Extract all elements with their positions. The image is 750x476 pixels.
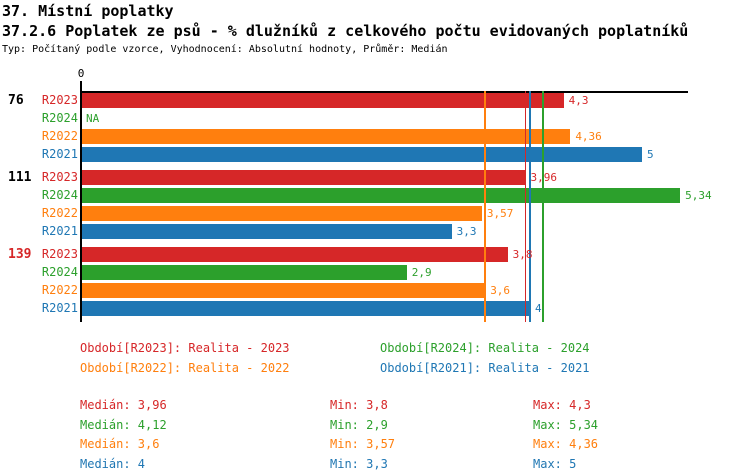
x-axis-line [80, 91, 688, 93]
bar-value-label: 3,96 [530, 170, 558, 184]
bar-value-label: 3,57 [486, 207, 514, 221]
stat-min-R2021: Min: 3,3 [330, 457, 388, 471]
chart-title: 37.2.6 Poplatek ze psů - % dlužníků z ce… [2, 22, 689, 40]
bar-76-R2021 [82, 147, 642, 163]
stat-min-R2022: Min: 3,57 [330, 437, 396, 451]
bar-111-R2021 [82, 224, 452, 240]
median-line-R2022 [484, 91, 486, 322]
bar-111-R2024 [82, 187, 681, 203]
bar-139-R2022 [82, 283, 486, 299]
bar-value-label: 3,6 [490, 284, 511, 298]
stat-max-R2024: Max: 5,34 [533, 418, 599, 432]
report-section-title: 37. Místní poplatky [2, 2, 174, 20]
bar-111-R2023 [82, 169, 526, 185]
bar-76-R2023 [82, 92, 564, 108]
bar-111-R2022 [82, 206, 482, 222]
stat-median-R2021: Medián: 4 [80, 457, 146, 471]
bar-139-R2023 [82, 246, 508, 262]
bar-139-R2021 [82, 301, 530, 317]
bar-series-label-R2021: R2021 [41, 224, 78, 239]
bar-139-R2024 [82, 264, 407, 280]
group-label-111: 111 [8, 169, 32, 185]
bar-value-label: 4,36 [575, 130, 602, 144]
bar-series-label-R2022: R2022 [41, 129, 78, 144]
y-axis-line [80, 91, 82, 322]
median-line-R2023 [524, 91, 527, 322]
bar-series-label-R2022: R2022 [41, 283, 78, 298]
bar-value-label: 3,3 [456, 225, 477, 239]
bar-76-R2022 [82, 129, 571, 145]
bar-series-label-R2022: R2022 [41, 206, 78, 221]
stat-max-R2022: Max: 4,36 [533, 437, 599, 451]
bar-value-label: 5 [647, 148, 654, 162]
stat-min-R2024: Min: 2,9 [330, 418, 388, 432]
x-axis-tick-label-zero: 0 [77, 67, 85, 80]
bar-series-label-R2024: R2024 [41, 264, 78, 279]
bar-series-label-R2023: R2023 [41, 246, 78, 261]
x-axis-tick-mark [80, 81, 82, 91]
stat-min-R2023: Min: 3,8 [330, 398, 388, 412]
stat-max-R2021: Max: 5 [533, 457, 577, 471]
stat-median-R2024: Medián: 4,12 [80, 418, 167, 432]
bar-value-label: 3,8 [512, 247, 533, 261]
bar-series-label-R2024: R2024 [41, 187, 78, 202]
bar-value-label: 2,9 [411, 265, 432, 279]
bar-value-label: 5,34 [685, 188, 712, 202]
legend-item-R2021: Období[R2021]: Realita - 2021 [380, 361, 590, 375]
stat-median-R2022: Medián: 3,6 [80, 437, 160, 451]
bar-series-label-R2023: R2023 [41, 169, 78, 184]
bar-series-label-R2023: R2023 [41, 92, 78, 107]
bar-series-label-R2024: R2024 [41, 110, 78, 125]
bar-value-label: 4 [535, 302, 542, 316]
bar-value-label: 4,3 [568, 93, 589, 107]
stat-max-R2023: Max: 4,3 [533, 398, 591, 412]
group-label-139: 139 [8, 246, 32, 262]
median-line-R2021 [529, 91, 531, 322]
median-line-R2024 [542, 91, 544, 322]
legend-item-R2023: Období[R2023]: Realita - 2023 [80, 341, 290, 355]
legend-item-R2024: Období[R2024]: Realita - 2024 [380, 341, 590, 355]
group-label-76: 76 [8, 92, 24, 108]
bar-series-label-R2021: R2021 [41, 147, 78, 162]
bar-series-label-R2021: R2021 [41, 301, 78, 316]
stat-median-R2023: Medián: 3,96 [80, 398, 167, 412]
bar-na-label: NA [86, 111, 100, 125]
legend-item-R2022: Období[R2022]: Realita - 2022 [80, 361, 290, 375]
chart-subtitle: Typ: Počítaný podle vzorce, Vyhodnocení:… [2, 44, 448, 55]
